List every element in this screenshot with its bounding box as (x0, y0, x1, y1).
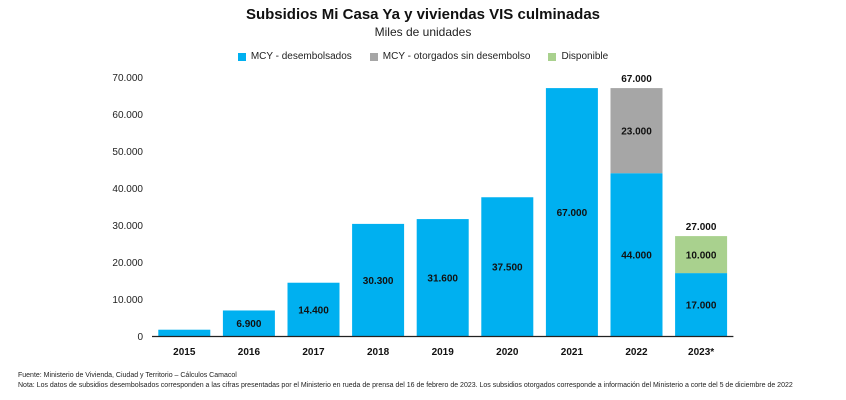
x-tick-label: 2017 (302, 347, 325, 358)
source-note: Fuente: Ministerio de Vivienda, Ciudad y… (18, 372, 237, 379)
total-label: 27.000 (686, 222, 717, 233)
data-label: 31.600 (427, 274, 458, 285)
legend-item-desembolsados: MCY - desembolsados (237, 51, 352, 62)
bar-0-2019 (416, 219, 469, 336)
data-label: 17.000 (686, 301, 717, 312)
bar-0-2015 (158, 329, 211, 336)
chart-title: Subsidios Mi Casa Ya y viviendas VIS cul… (245, 6, 601, 23)
x-tick-label: 2019 (432, 347, 455, 358)
legend-swatch (237, 52, 246, 61)
bar-1-2022 (610, 88, 663, 174)
x-tick-label: 2022 (625, 347, 648, 358)
x-tick-label: 2015 (173, 347, 196, 358)
data-label: 23.000 (621, 127, 652, 138)
data-label: 30.300 (363, 276, 394, 287)
legend-label: MCY - otorgados sin desembolso (382, 51, 531, 62)
data-label: 10.000 (686, 251, 717, 262)
bar-0-2016 (222, 310, 275, 336)
y-tick-label: 20.000 (112, 258, 143, 269)
y-tick-label: 10.000 (112, 295, 143, 306)
legend-label: MCY - desembolsados (250, 51, 352, 62)
data-label: 37.500 (492, 263, 523, 274)
bar-0-2021 (545, 88, 598, 336)
footnote: Nota: Los datos de subsidios desembolsad… (18, 382, 793, 389)
y-tick-label: 30.000 (112, 221, 143, 232)
data-label: 14.400 (298, 305, 329, 316)
bar-0-2022 (610, 173, 663, 336)
x-tick-label: 2020 (496, 347, 519, 358)
data-label: 44.000 (621, 251, 652, 262)
legend-swatch (369, 52, 378, 61)
legend-label: Disponible (561, 51, 609, 62)
total-label: 67.000 (621, 74, 652, 85)
bar-0-2023* (675, 273, 728, 336)
bar-0-2017 (287, 282, 340, 336)
y-tick-label: 50.000 (112, 147, 143, 158)
bar-2-2023* (675, 236, 728, 274)
legend-item-otorgados: MCY - otorgados sin desembolso (369, 51, 531, 62)
x-tick-label: 2023* (688, 347, 714, 358)
bar-0-2018 (352, 223, 405, 336)
y-tick-label: 60.000 (112, 110, 143, 121)
legend-swatch (548, 52, 557, 61)
y-tick-label: 70.000 (112, 73, 143, 84)
legend: MCY - desembolsados MCY - otorgados sin … (0, 51, 846, 62)
y-tick-label: 0 (137, 332, 143, 343)
x-tick-label: 2021 (561, 347, 584, 358)
data-label: 6.900 (236, 319, 261, 330)
chart-subtitle: Miles de unidades (374, 25, 472, 39)
x-tick-label: 2018 (367, 347, 390, 358)
data-label: 67.000 (557, 208, 588, 219)
y-tick-label: 40.000 (112, 184, 143, 195)
x-tick-label: 2016 (238, 347, 261, 358)
bar-0-2020 (481, 197, 534, 336)
legend-item-disponible: Disponible (548, 51, 608, 62)
